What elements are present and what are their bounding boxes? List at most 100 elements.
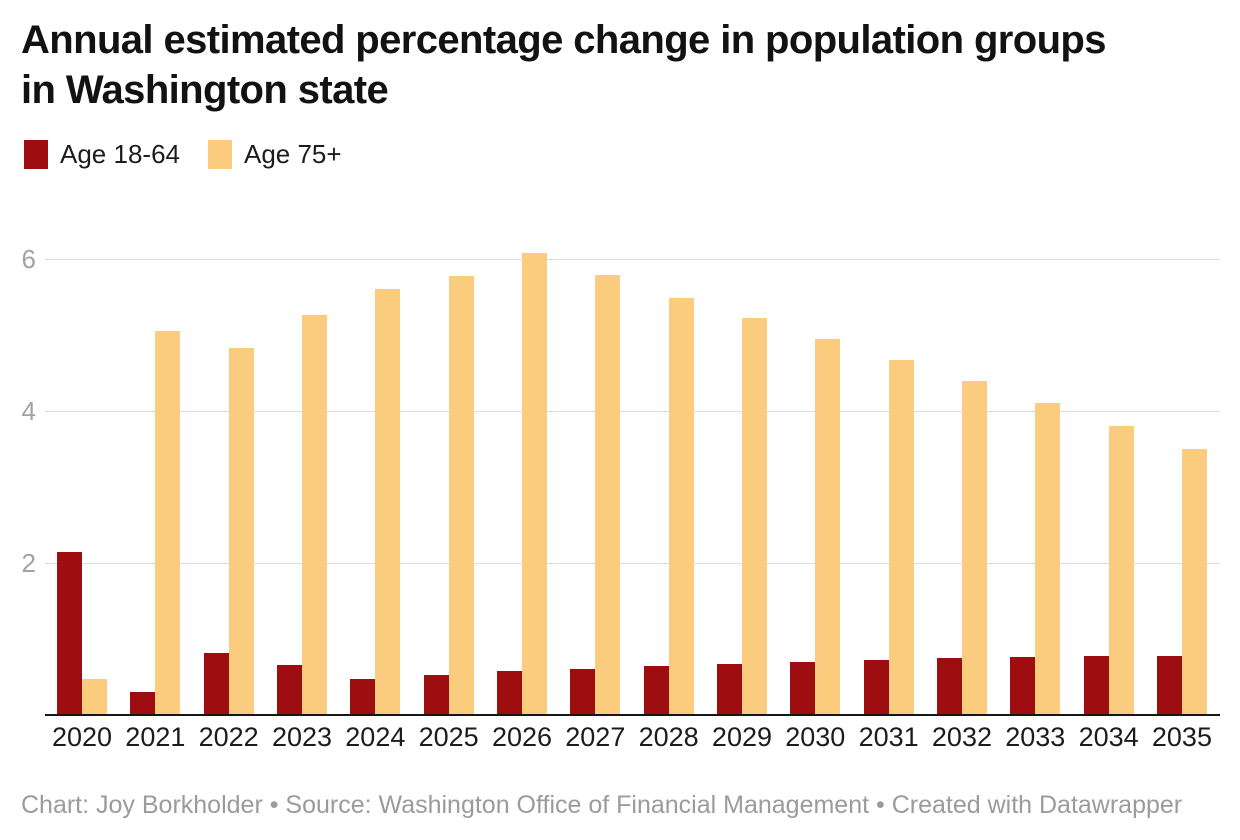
x-axis-label-2024: 2024	[345, 722, 406, 752]
bar-age-18-64-2020[interactable]	[57, 551, 82, 715]
bar-age-18-64-2034[interactable]	[1083, 655, 1109, 715]
x-axis-slot-2030: 2030	[785, 722, 845, 753]
bar-age-18-64-2032[interactable]	[936, 658, 962, 715]
chart-title-line2: in Washington state	[21, 67, 389, 112]
bar-age-18-64-2029[interactable]	[716, 664, 742, 715]
y-axis-tick-label-6: 6	[21, 244, 36, 274]
bar-age-75-2034[interactable]	[1108, 426, 1134, 715]
x-axis-label-2033: 2033	[1005, 722, 1066, 752]
x-axis-slot-2022: 2022	[199, 722, 259, 753]
x-axis-slot-2027: 2027	[565, 722, 625, 753]
x-axis-slot-2024: 2024	[345, 722, 405, 753]
x-axis-slot-2029: 2029	[712, 722, 772, 753]
x-axis-slot-2025: 2025	[419, 722, 479, 753]
bar-group-2023	[276, 210, 327, 715]
bar-age-75-2023[interactable]	[301, 314, 327, 715]
bar-group-2024	[350, 210, 401, 715]
gridline-6	[45, 259, 1220, 260]
x-axis-label-2025: 2025	[418, 722, 479, 752]
bar-group-2033	[1010, 210, 1061, 715]
x-axis-slot-2033: 2033	[1005, 722, 1065, 753]
bar-group-2022	[203, 210, 254, 715]
bar-age-75-2024[interactable]	[375, 289, 401, 715]
legend-label-age-18-64: Age 18-64	[60, 139, 180, 169]
x-axis-label-2026: 2026	[491, 722, 553, 752]
x-axis-slot-2021: 2021	[125, 722, 185, 753]
bar-age-75-2032[interactable]	[961, 380, 987, 715]
bar-age-75-2033[interactable]	[1035, 403, 1061, 715]
bar-age-18-64-2024[interactable]	[350, 678, 376, 715]
x-axis-label-2030: 2030	[785, 722, 846, 752]
x-axis-label-2034: 2034	[1078, 722, 1139, 752]
legend-item-age-75plus: Age 75+	[207, 139, 342, 169]
y-axis-tick-label-2: 2	[21, 548, 36, 578]
bar-group-2029	[716, 210, 767, 715]
bar-age-18-64-2026[interactable]	[496, 670, 522, 715]
legend-swatch-age-18-64	[24, 140, 48, 169]
x-axis-slot-2023: 2023	[272, 722, 332, 753]
bar-age-18-64-2021[interactable]	[130, 692, 156, 715]
bar-age-18-64-2035[interactable]	[1156, 655, 1182, 715]
bar-age-75-2022[interactable]	[228, 347, 254, 715]
x-axis-labels: 2020 2021 2022 2023 2024 2025 2026 2027 2028 2029…	[52, 722, 1212, 753]
bar-group-2027	[570, 210, 621, 715]
bar-age-75-2031[interactable]	[888, 360, 914, 715]
x-axis-slot-2034: 2034	[1079, 722, 1139, 753]
bar-age-75-2025[interactable]	[448, 275, 474, 715]
x-axis-label-2035: 2035	[1151, 722, 1212, 752]
bar-age-18-64-2023[interactable]	[276, 664, 302, 715]
y-axis-tick-label-4: 4	[21, 396, 36, 426]
chart-title: Annual estimated percentage change in po…	[21, 16, 1221, 115]
bar-age-18-64-2025[interactable]	[423, 674, 449, 715]
bar-age-75-2028[interactable]	[668, 297, 694, 715]
bar-group-2032	[936, 210, 987, 715]
bar-group-2031	[863, 210, 914, 715]
bar-age-18-64-2028[interactable]	[643, 666, 669, 715]
bar-age-18-64-2033[interactable]	[1010, 656, 1036, 715]
x-axis-slot-2026: 2026	[492, 722, 552, 753]
gridline-2	[45, 563, 1220, 564]
bar-age-75-2021[interactable]	[155, 331, 181, 715]
x-axis-label-2029: 2029	[711, 722, 772, 752]
chart-legend: Age 18-64 Age 75+	[24, 140, 342, 169]
x-axis-label-2031: 2031	[858, 722, 919, 752]
plot-area: 2 4 6	[0, 210, 1240, 716]
bars-row	[57, 210, 1207, 715]
bar-age-18-64-2031[interactable]	[863, 660, 889, 715]
bar-age-75-2029[interactable]	[741, 318, 767, 715]
bar-group-2034	[1083, 210, 1134, 715]
x-axis-label-2020: 2020	[51, 722, 113, 752]
x-axis-label-2032: 2032	[931, 722, 992, 752]
bar-age-75-2035[interactable]	[1181, 449, 1207, 715]
bar-age-75-2026[interactable]	[521, 252, 547, 715]
legend-item-age-18-64: Age 18-64	[24, 140, 180, 169]
bar-age-75-2027[interactable]	[595, 275, 621, 715]
x-axis-slot-2031: 2031	[859, 722, 919, 753]
chart-title-line1: Annual estimated percentage change in po…	[21, 18, 1107, 62]
x-axis-line	[45, 714, 1220, 716]
bar-age-18-64-2022[interactable]	[203, 652, 229, 715]
x-axis-label-2023: 2023	[271, 722, 333, 752]
bar-group-2025	[423, 210, 474, 715]
bar-age-75-2020[interactable]	[82, 678, 107, 715]
bar-age-18-64-2027[interactable]	[570, 668, 596, 715]
x-axis-slot-2032: 2032	[932, 722, 992, 753]
bar-group-2026	[496, 210, 547, 715]
x-axis-label-2021: 2021	[125, 722, 186, 752]
legend-swatch-age-75plus	[207, 140, 232, 169]
x-axis-slot-2035: 2035	[1152, 722, 1212, 753]
x-axis-label-2027: 2027	[565, 722, 626, 752]
gridline-4	[45, 411, 1220, 412]
bar-group-2035	[1156, 210, 1207, 715]
bar-group-2021	[130, 210, 181, 715]
x-axis-slot-2028: 2028	[639, 722, 699, 753]
x-axis-slot-2020: 2020	[52, 722, 112, 753]
bar-age-75-2030[interactable]	[815, 338, 841, 715]
bar-age-18-64-2030[interactable]	[790, 661, 816, 715]
bar-group-2020	[57, 210, 107, 715]
x-axis-label-2028: 2028	[638, 722, 699, 752]
x-axis-label-2022: 2022	[198, 722, 259, 752]
bar-group-2030	[790, 210, 841, 715]
legend-label-age-75plus: Age 75+	[243, 139, 342, 169]
